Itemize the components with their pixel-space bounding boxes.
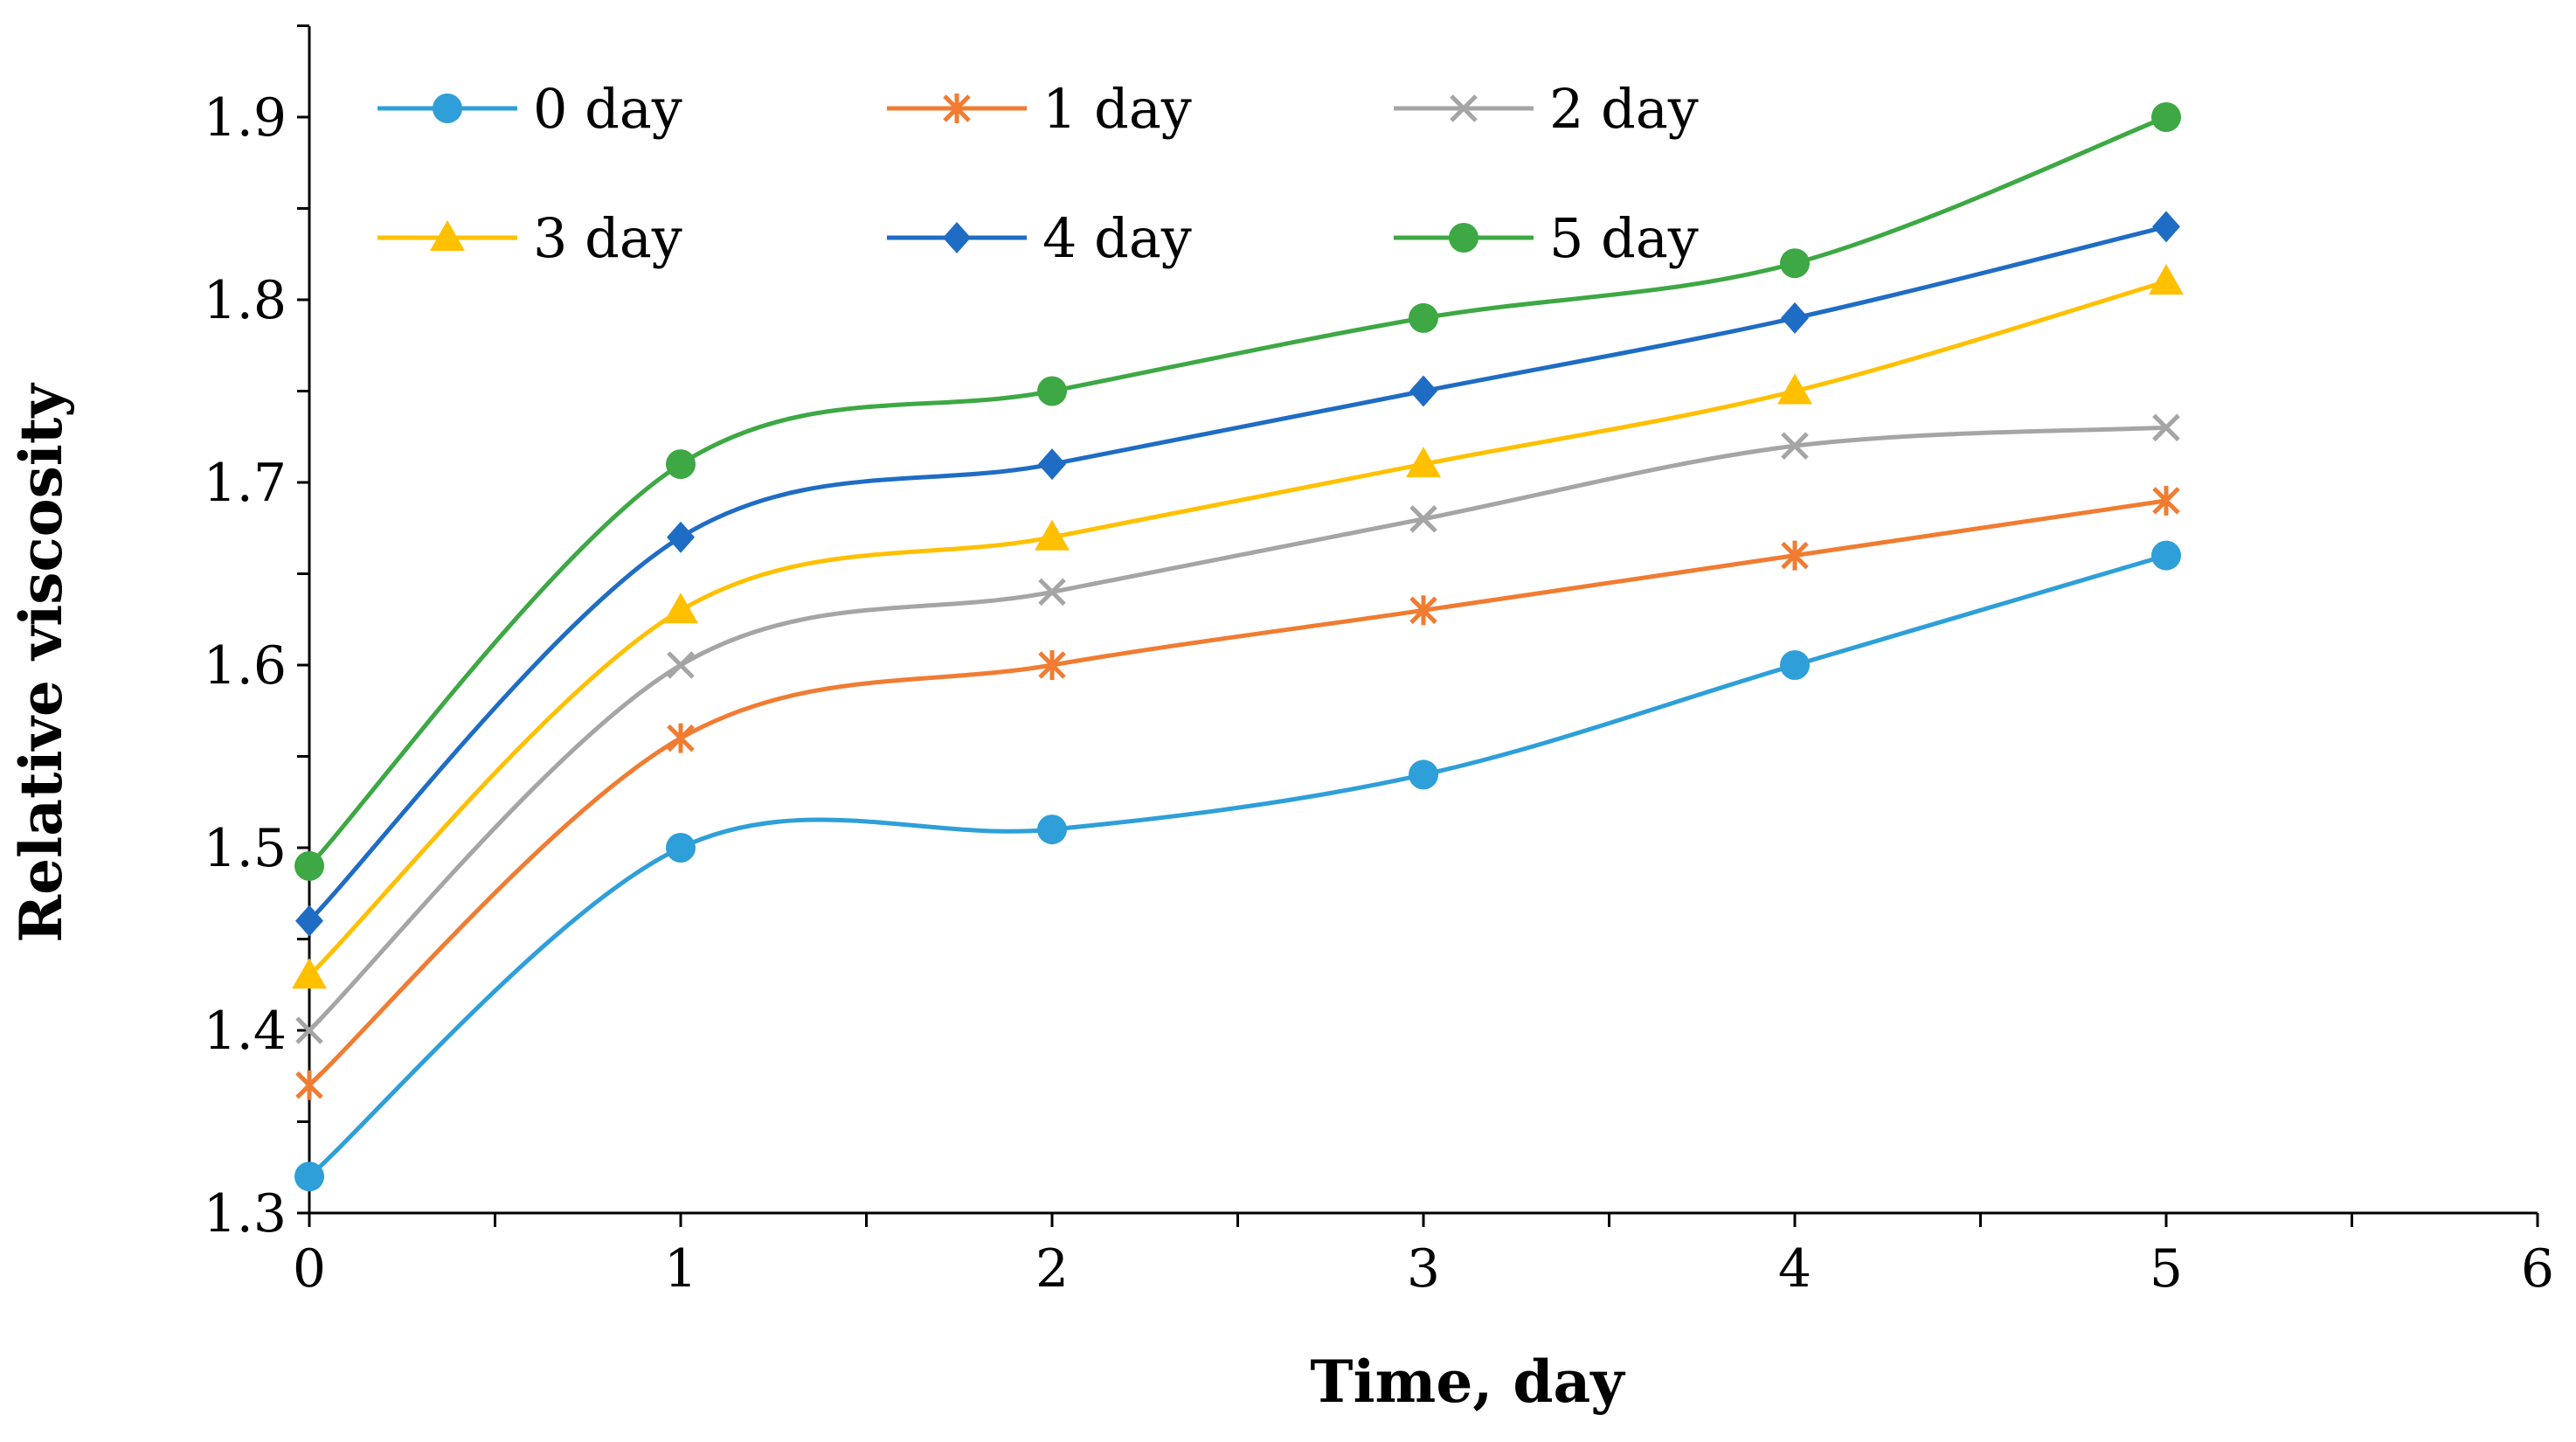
legend-item: 5 day (1394, 206, 1699, 270)
data-point (292, 958, 327, 989)
data-point (2149, 264, 2184, 295)
data-point (1780, 248, 1810, 279)
x-tick-label: 6 (2521, 1238, 2554, 1300)
data-point (2152, 413, 2180, 442)
series-4-day (295, 211, 2180, 937)
legend-item: 3 day (377, 206, 682, 270)
marker-stroke (295, 1016, 323, 1044)
data-point (1409, 505, 1437, 533)
data-point (667, 521, 695, 553)
y-tick-label: 1.9 (204, 87, 287, 149)
data-point (294, 850, 324, 881)
legend-marker (430, 220, 465, 251)
marker-stroke (667, 651, 695, 679)
series-1-day (295, 485, 2180, 1100)
data-point (1781, 432, 1809, 460)
axes: 1.3 1.4 1.5 1.6 1.7 1.8 1.9 0 1 2 3 4 5 6 (204, 24, 2554, 1300)
data-point (1409, 302, 1438, 333)
x-tick-label: 0 (293, 1238, 326, 1300)
data-point (2151, 102, 2181, 132)
data-point (295, 905, 323, 937)
data-point (1409, 595, 1437, 626)
series-layer (292, 102, 2184, 1192)
x-tick-label: 4 (1778, 1238, 1811, 1300)
data-point (667, 723, 695, 753)
data-point (295, 1016, 323, 1044)
data-point (1038, 448, 1066, 481)
x-tick-label: 1 (664, 1238, 697, 1300)
y-axis-title: Relative viscosity (7, 383, 75, 943)
marker-stroke (1450, 94, 1478, 122)
legend: 0 day 1 day 2 day 3 day 4 day 5 day (377, 77, 1699, 270)
x-tick-label: 3 (1407, 1238, 1440, 1300)
legend-marker (943, 94, 971, 123)
x-tick-label: 2 (1035, 1238, 1069, 1300)
y-tick-label: 1.8 (204, 270, 287, 331)
legend-marker (943, 222, 971, 253)
series-line (307, 425, 2169, 1033)
legend-item: 4 day (887, 206, 1192, 270)
y-tick-label: 1.4 (204, 1001, 287, 1062)
data-point (1038, 650, 1066, 680)
series-line (307, 498, 2169, 1088)
legend-label: 5 day (1549, 206, 1699, 270)
data-point (295, 1070, 323, 1100)
x-axis-title: Time, day (1310, 1348, 1625, 1416)
legend-label: 0 day (533, 77, 682, 141)
legend-item: 1 day (887, 77, 1192, 141)
data-point (1406, 447, 1441, 478)
y-tick-label: 1.3 (204, 1183, 287, 1244)
data-point (1037, 815, 1067, 845)
series-2-day (295, 413, 2180, 1044)
data-point (1038, 578, 1066, 607)
series-line (307, 114, 2169, 869)
legend-label: 2 day (1549, 77, 1699, 141)
legend-item: 0 day (377, 77, 682, 141)
data-point (666, 449, 696, 480)
data-point (1035, 519, 1070, 551)
data-point (1409, 375, 1437, 407)
y-tick-label: 1.5 (204, 818, 287, 879)
data-point (667, 651, 695, 679)
data-point (666, 833, 696, 863)
data-point (2152, 211, 2180, 243)
marker-stroke (1781, 432, 1809, 460)
data-point (1037, 376, 1067, 406)
series-line (307, 224, 2169, 924)
data-point (2152, 485, 2180, 516)
data-point (663, 593, 698, 624)
series-3-day (292, 264, 2184, 989)
data-point (294, 1161, 324, 1192)
marker-stroke (1038, 578, 1066, 607)
x-tick-label: 5 (2150, 1238, 2183, 1300)
legend-label: 4 day (1042, 206, 1192, 270)
series-0-day (294, 540, 2181, 1192)
legend-label: 3 day (533, 206, 682, 270)
data-point (2151, 540, 2181, 571)
legend-marker (433, 94, 462, 123)
legend-label: 1 day (1042, 77, 1192, 141)
data-point (1781, 302, 1809, 334)
marker-stroke (1409, 505, 1437, 533)
series-5-day (294, 102, 2181, 881)
marker-stroke (2152, 413, 2180, 442)
series-line (307, 553, 2169, 1179)
data-point (1777, 373, 1812, 405)
series-line (307, 279, 2169, 978)
data-point (1781, 540, 1809, 571)
data-point (1409, 759, 1438, 790)
legend-marker (1449, 223, 1478, 253)
y-tick-label: 1.7 (204, 453, 287, 514)
legend-marker (1450, 94, 1478, 122)
legend-item: 2 day (1394, 77, 1699, 141)
y-tick-label: 1.6 (204, 635, 287, 697)
data-point (1780, 650, 1810, 680)
